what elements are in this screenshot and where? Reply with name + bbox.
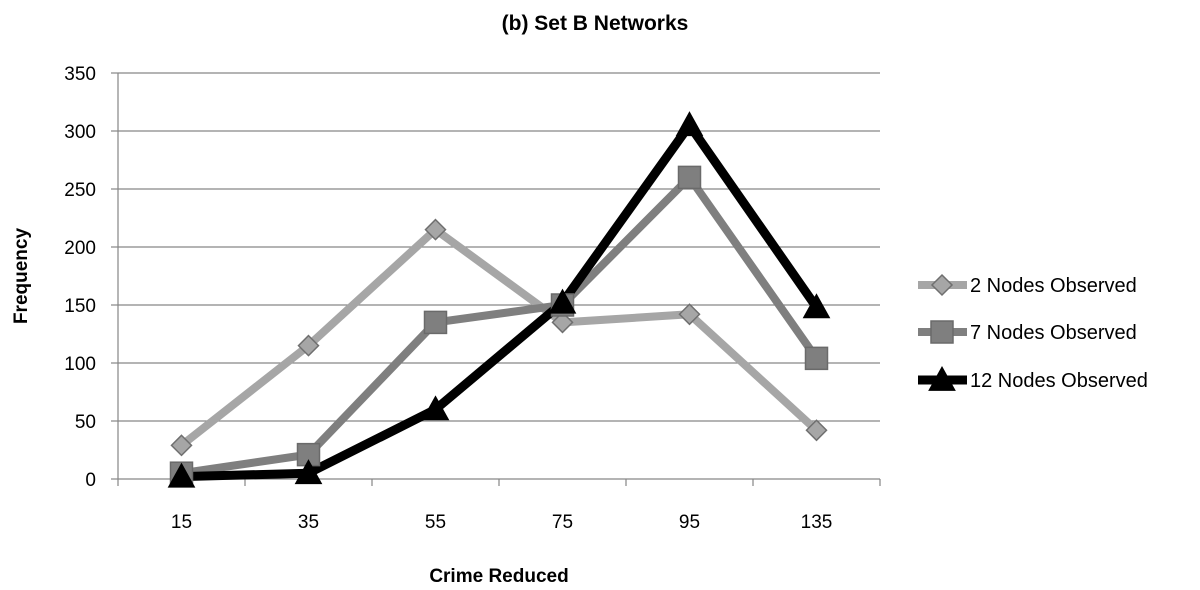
series-line-2 [180,171,820,478]
y-tick-label: 0 [85,470,96,491]
x-axis-title: Crime Reduced [429,566,568,587]
data-point-series-3 [167,462,196,488]
legend: 2 Nodes Observed 7 Nodes Observed 12 Nodes… [918,273,1148,392]
y-tick-label: 150 [64,296,96,317]
y-tick-label: 250 [64,180,96,201]
legend-label: 12 Nodes Observed [970,370,1148,392]
legend-swatch-marker [930,273,954,297]
y-axis-title: Frequency [11,228,32,325]
series-line-1 [179,224,820,449]
series-markers [167,111,831,488]
data-point-series-1 [551,311,574,334]
y-tick-label: 300 [64,122,96,143]
legend-label: 2 Nodes Observed [970,275,1137,297]
chart-title: (b) Set B Networks [502,12,689,35]
x-tick-label: 35 [298,512,319,533]
data-point-series-3 [548,288,577,314]
data-point-series-1 [424,218,447,241]
y-tick-label: 50 [75,412,96,433]
data-point-series-3 [802,293,831,319]
data-point-series-1 [678,303,701,326]
axes: 0 50 100 150 200 250 300 350 15 35 55 75 95 135 [64,64,881,533]
data-point-series-2 [804,346,829,371]
gridlines [118,72,880,422]
series-line-3 [181,117,821,482]
legend-swatch-marker [930,320,954,344]
data-point-series-1 [297,334,320,357]
x-tick-label: 75 [552,512,573,533]
data-point-series-2 [677,165,702,190]
y-tick-label: 350 [64,64,96,85]
y-tick-label: 200 [64,238,96,259]
data-point-series-3 [421,395,450,421]
x-tick-label: 15 [171,512,192,533]
data-point-series-1 [805,419,828,442]
y-tick-label: 100 [64,354,96,375]
data-point-series-2 [423,310,448,335]
data-point-series-3 [294,459,323,485]
legend-label: 7 Nodes Observed [970,322,1137,344]
data-point-series-3 [675,111,704,137]
series-lines [179,117,821,482]
x-tick-label: 135 [801,512,833,533]
x-tick-label: 55 [425,512,446,533]
legend-swatch-marker [928,365,956,391]
x-tick-label: 95 [679,512,700,533]
data-point-series-1 [170,434,193,457]
